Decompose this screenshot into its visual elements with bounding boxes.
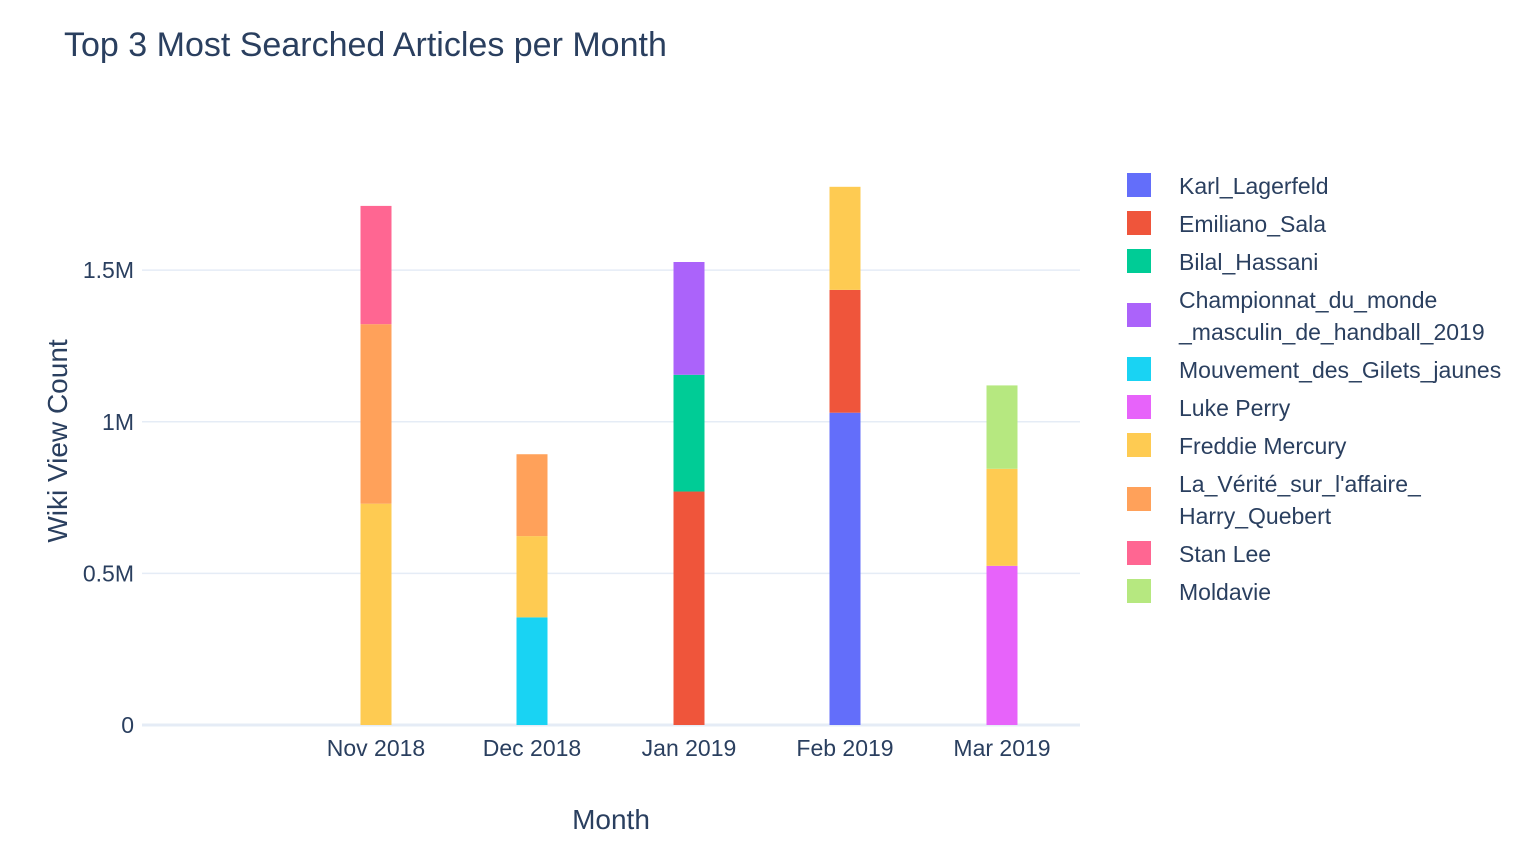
legend-swatch [1127, 487, 1151, 511]
x-tick-label: Jan 2019 [642, 735, 737, 761]
x-tick-label: Dec 2018 [483, 735, 581, 761]
y-tick-label: 0 [121, 712, 134, 738]
bar-segment-emiliano-sala-feb-2019 [829, 289, 861, 413]
bar-segment-karl-lagerfeld-feb-2019 [829, 412, 861, 725]
legend-label: La_Vérité_sur_l'affaire_ [1179, 471, 1422, 497]
legend-swatch [1127, 357, 1151, 381]
y-tick-label: 1M [102, 409, 134, 435]
bar-segment-la-v-rit-sur-l-affaire-harry-quebert-nov-2018 [360, 324, 392, 504]
bar-segment-freddie-mercury-mar-2019 [986, 468, 1018, 566]
bar-segment-freddie-mercury-feb-2019 [829, 186, 861, 290]
legend: Karl_Lagerfeld Emiliano_Sala Bilal_Hassani… [1127, 173, 1501, 605]
y-axis-ticks: 0 0.5M 1M 1.5M [83, 257, 134, 738]
bar-segment-la-v-rit-sur-l-affaire-harry-quebert-dec-2018 [516, 454, 548, 537]
legend-label: Bilal_Hassani [1179, 249, 1318, 275]
bar-segment-championnat-du-monde-masculin-de-handball-2019-jan-2019 [673, 262, 705, 375]
y-axis-title: Wiki View Count [42, 339, 73, 543]
legend-swatch [1127, 541, 1151, 565]
legend-swatch [1127, 211, 1151, 235]
bar-segment-freddie-mercury-nov-2018 [360, 503, 392, 725]
gridlines [142, 269, 1080, 727]
legend-label: Moldavie [1179, 579, 1271, 605]
bar-segment-emiliano-sala-jan-2019 [673, 491, 705, 725]
legend-label: Mouvement_des_Gilets_jaunes [1179, 357, 1501, 383]
x-tick-label: Feb 2019 [796, 735, 893, 761]
x-tick-label: Nov 2018 [327, 735, 425, 761]
bar-segment-luke-perry-mar-2019 [986, 565, 1018, 725]
legend-swatch [1127, 579, 1151, 603]
bar-segment-stan-lee-nov-2018 [360, 205, 392, 325]
legend-swatch [1127, 395, 1151, 419]
legend-label: Karl_Lagerfeld [1179, 173, 1329, 199]
x-tick-label: Mar 2019 [953, 735, 1050, 761]
legend-label: Luke Perry [1179, 395, 1291, 421]
bars [360, 186, 1018, 725]
bar-segment-mouvement-des-gilets-jaunes-dec-2018 [516, 617, 548, 725]
chart-title: Top 3 Most Searched Articles per Month [64, 26, 667, 64]
bar-segment-moldavie-mar-2019 [986, 385, 1018, 469]
legend-label: Stan Lee [1179, 541, 1271, 567]
bar-segment-bilal-hassani-jan-2019 [673, 374, 705, 492]
y-tick-label: 0.5M [83, 560, 134, 586]
legend-label: Harry_Quebert [1179, 503, 1332, 529]
legend-label: Freddie Mercury [1179, 433, 1347, 459]
x-axis-title: Month [572, 804, 650, 835]
legend-swatch [1127, 173, 1151, 197]
legend-swatch [1127, 249, 1151, 273]
legend-swatch [1127, 303, 1151, 327]
y-tick-label: 1.5M [83, 257, 134, 283]
x-axis-ticks: Nov 2018 Dec 2018 Jan 2019 Feb 2019 Mar 2019 [327, 735, 1051, 761]
legend-label: Championnat_du_monde [1179, 287, 1437, 313]
legend-swatch [1127, 433, 1151, 457]
legend-label: _masculin_de_handball_2019 [1178, 319, 1485, 345]
legend-label: Emiliano_Sala [1179, 211, 1326, 237]
bar-segment-freddie-mercury-dec-2018 [516, 536, 548, 618]
